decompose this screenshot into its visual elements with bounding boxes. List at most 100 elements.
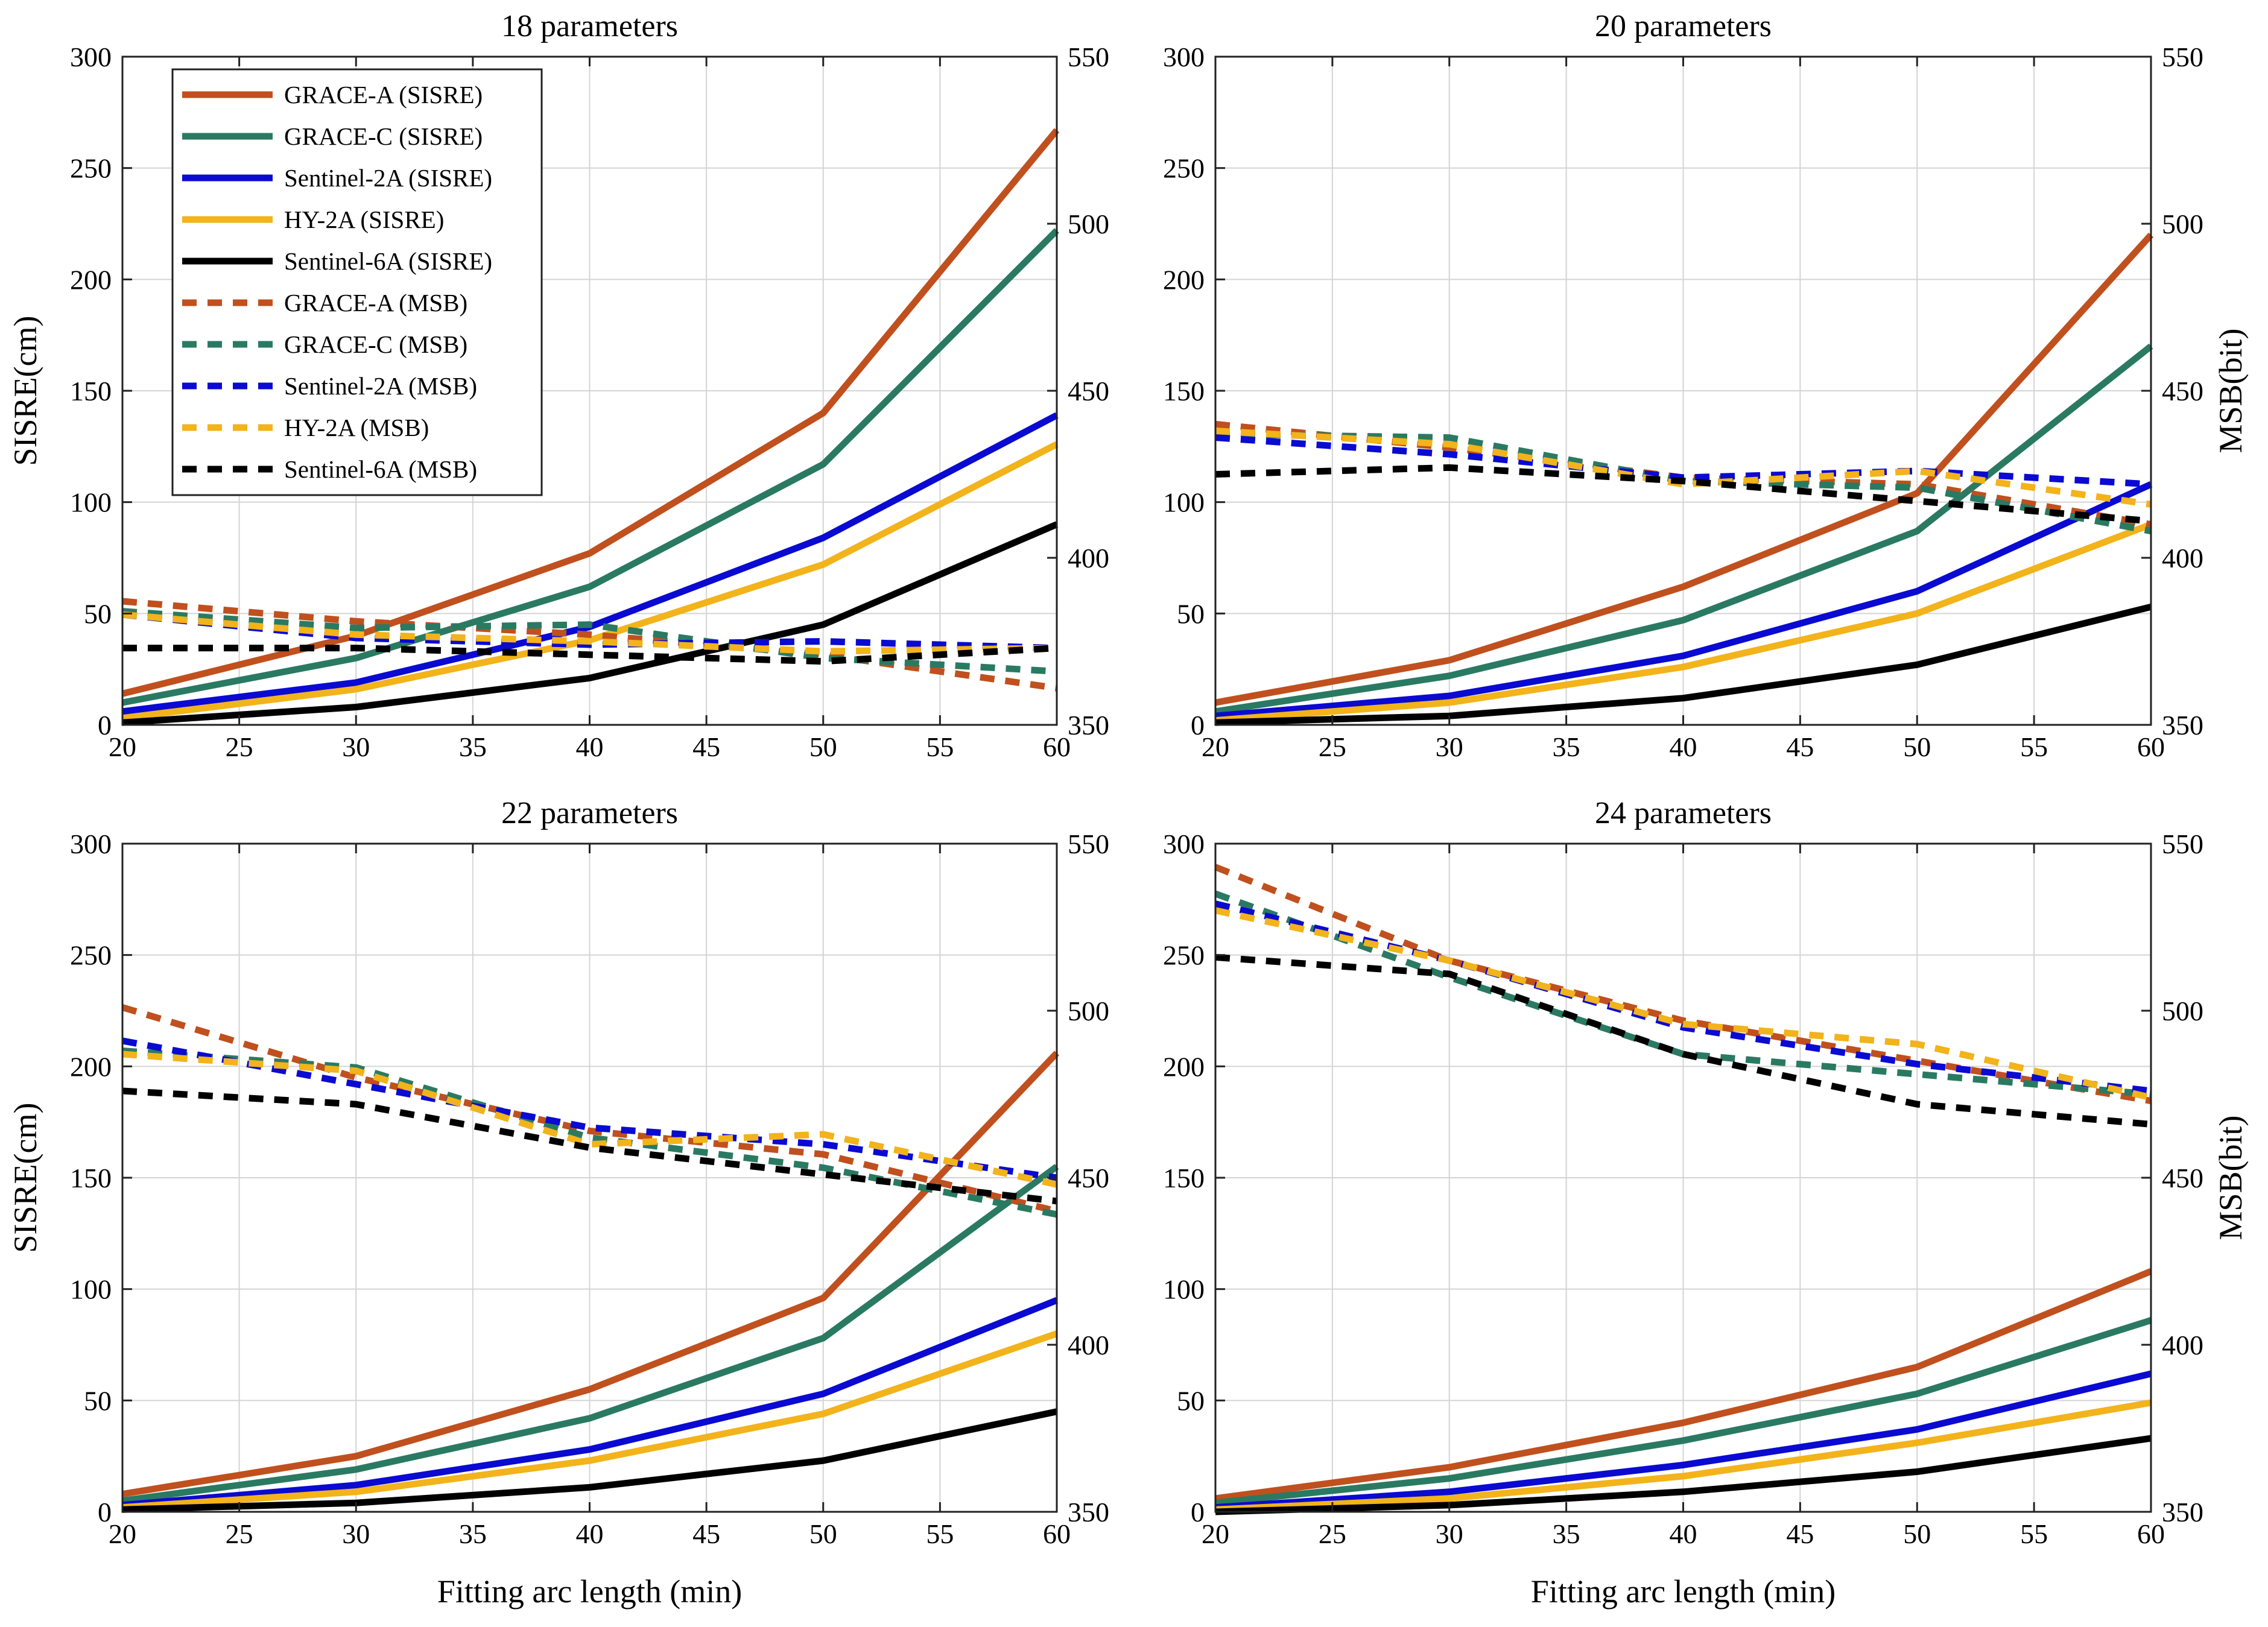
x-axis-label: Fitting arc length (min) [1531,1573,1836,1610]
chart-title: 22 parameters [501,796,678,830]
x-tick-label-50: 50 [1903,1518,1931,1549]
left-y-tick-label-300: 300 [1163,829,1205,859]
right-y-tick-label-400: 400 [1068,543,1109,573]
left-y-tick-label-200: 200 [70,1051,112,1082]
series-line-hy-2a-msb [122,1050,1058,1188]
series-line-sentinel-6a-msb [1215,953,2152,1128]
chart-22-parameters: 20 25 30 35 40 45 50 55 60 0 50 100 150 200 250 300 350 4… [7,796,1109,1610]
x-tick-label-45: 45 [692,731,720,762]
series-line-grace-a-sisre [1215,1268,2153,1502]
legend-item-sentinel-2a-msb: Sentinel-2A (MSB) [182,372,477,400]
right-y-axis: 350 400 450 500 550 [1047,829,1109,1527]
legend-item-hy-2a-msb: HY-2A (MSB) [182,414,429,441]
x-axis: 20 25 30 35 40 45 50 55 60 [1202,57,2165,762]
left-y-tick-label-150: 150 [70,1163,112,1193]
x-tick-label-35: 35 [459,731,487,762]
x-tick-label-20: 20 [109,1518,136,1549]
x-tick-label-30: 30 [1436,731,1463,762]
x-tick-label-35: 35 [1553,731,1580,762]
x-tick-label-60: 60 [2137,1518,2165,1549]
x-axis-label: Fitting arc length (min) [437,1573,742,1610]
series-line-sentinel-6a-sisre [1215,603,2152,726]
x-tick-label-60: 60 [1043,1518,1071,1549]
left-y-tick-label-0: 0 [98,1497,112,1527]
left-y-tick-label-150: 150 [70,376,112,406]
series-group [121,1004,1059,1513]
x-tick-label-50: 50 [1903,731,1931,762]
x-tick-label-55: 55 [2020,731,2048,762]
x-tick-label-45: 45 [1786,731,1814,762]
chart-title: 18 parameters [501,9,678,43]
x-tick-label-25: 25 [1319,1518,1346,1549]
legend-label-sentinel-6a-msb: Sentinel-6A (MSB) [284,455,477,483]
series-line-grace-c-msb [122,608,1057,675]
left-y-tick-label-0: 0 [1191,1497,1205,1527]
legend-label-grace-c-msb: GRACE-C (MSB) [284,330,467,358]
right-y-tick-label-450: 450 [2162,1163,2203,1193]
x-tick-label-60: 60 [2137,731,2165,762]
series-line-sentinel-2a-msb [121,1037,1057,1181]
x-tick-label-20: 20 [109,731,136,762]
left-y-tick-label-150: 150 [1163,1163,1205,1193]
right-y-tick-label-350: 350 [2162,710,2203,741]
left-y-axis-label: SISRE(cm) [7,316,43,466]
x-tick-label-35: 35 [459,1518,487,1549]
legend-item-hy-2a-sisre: HY-2A (SISRE) [182,206,444,233]
x-tick-label-25: 25 [226,1518,253,1549]
legend-label-grace-a-sisre: GRACE-A (SISRE) [284,81,483,109]
x-tick-label-50: 50 [809,731,837,762]
x-axis: 20 25 30 35 40 45 50 55 60 [109,844,1071,1549]
left-y-tick-label-100: 100 [70,487,112,518]
x-tick-label-40: 40 [1670,1518,1697,1549]
series-line-sentinel-2a-sisre [1215,481,2153,719]
series-line-grace-c-sisre [1215,1317,2152,1506]
left-y-tick-label-100: 100 [1163,1274,1205,1305]
series-line-hy-2a-msb [1215,428,2152,508]
left-y-tick-label-50: 50 [1177,1385,1205,1416]
series-line-grace-a-sisre [121,128,1060,697]
right-y-tick-label-450: 450 [1068,1163,1109,1193]
legend-item-grace-a-msb: GRACE-A (MSB) [182,289,467,317]
x-tick-label-20: 20 [1202,1518,1229,1549]
series-line-sentinel-2a-sisre [122,1297,1059,1509]
left-y-tick-label-150: 150 [1163,376,1205,406]
x-axis: 20 25 30 35 40 45 50 55 60 [109,57,1071,762]
right-y-tick-label-350: 350 [1068,1497,1109,1527]
legend-item-grace-c-sisre: GRACE-C (SISRE) [182,122,483,150]
left-y-tick-label-300: 300 [70,42,112,72]
series-line-sentinel-6a-sisre [122,1408,1058,1513]
right-y-tick-label-400: 400 [2162,543,2203,573]
chart-24-parameters: 20 25 30 35 40 45 50 55 60 0 50 100 150 200 250 300 350 4… [1163,796,2249,1610]
right-y-tick-label-450: 450 [1068,376,1109,406]
legend-item-grace-c-msb: GRACE-C (MSB) [182,330,467,358]
chart-18-parameters: 20 25 30 35 40 45 50 55 60 0 50 100 150 200 250 300 350 4… [7,9,1109,762]
series-line-grace-a-msb [122,598,1057,692]
left-y-tick-label-250: 250 [70,940,112,971]
left-y-tick-label-250: 250 [1163,153,1205,184]
legend-label-hy-2a-sisre: HY-2A (SISRE) [284,206,444,233]
left-y-tick-label-250: 250 [1163,940,1205,971]
x-tick-label-40: 40 [1670,731,1697,762]
left-y-tick-label-50: 50 [84,598,112,629]
series-line-grace-a-msb [121,1004,1058,1215]
series-line-hy-2a-msb [122,611,1057,655]
legend-item-sentinel-6a-msb: Sentinel-6A (MSB) [182,455,477,483]
x-axis: 20 25 30 35 40 45 50 55 60 [1202,844,2165,1549]
left-y-tick-label-250: 250 [70,153,112,184]
left-y-tick-label-200: 200 [70,264,112,295]
left-y-axis: 0 50 100 150 200 250 300 [70,42,132,741]
series-group [1214,864,2153,1515]
left-y-tick-label-50: 50 [84,1385,112,1416]
series-group [1215,232,2154,726]
legend-label-hy-2a-msb: HY-2A (MSB) [284,414,429,441]
series-line-grace-a-sisre [122,1050,1059,1497]
series-line-grace-c-sisre [122,1164,1059,1504]
series-line-sentinel-6a-msb [122,1087,1057,1205]
left-y-tick-label-300: 300 [1163,42,1205,72]
series-line-grace-a-msb [1214,864,2152,1105]
series-group [121,128,1060,726]
left-y-axis-label: SISRE(cm) [7,1103,43,1253]
right-y-axis: 350 400 450 500 550 [2141,829,2203,1527]
left-y-tick-label-100: 100 [1163,487,1205,518]
